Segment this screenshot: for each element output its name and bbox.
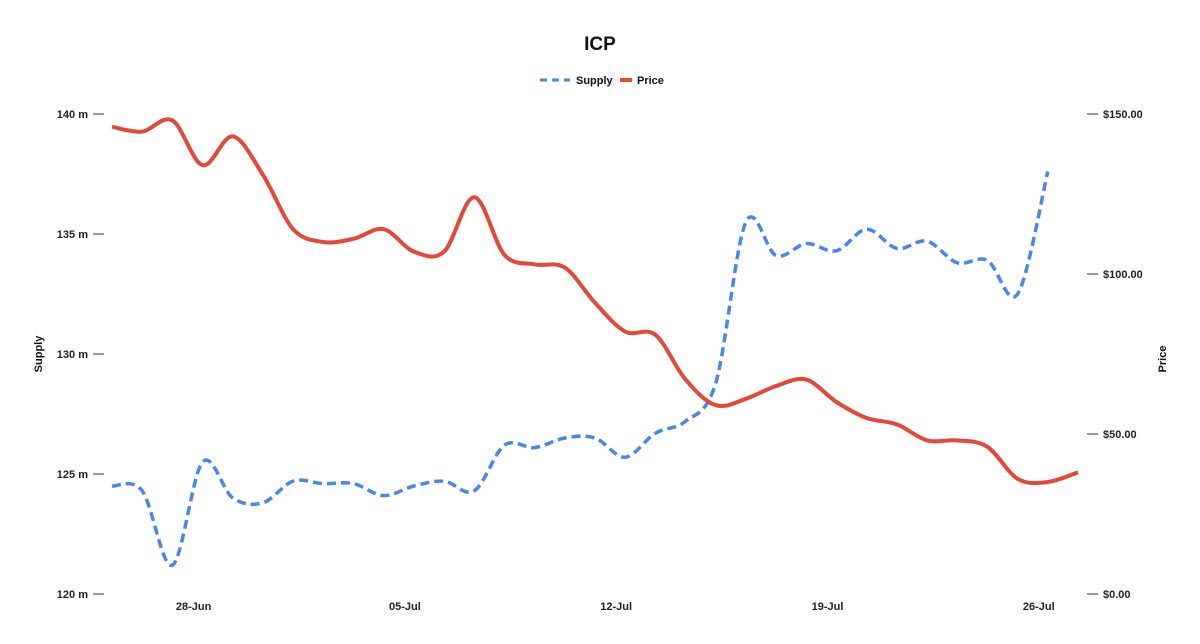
y-axis-left: 120 m 125 m 130 m 135 m 140 m — [57, 109, 104, 601]
x-tick-label: 05-Jul — [389, 601, 421, 613]
x-tick-label: 19-Jul — [812, 601, 844, 613]
y-left-tick-label: 140 m — [57, 109, 88, 121]
x-tick-label: 28-Jun — [176, 601, 212, 613]
y-left-tick-label: 120 m — [57, 589, 88, 601]
legend-label-supply: Supply — [576, 75, 614, 87]
y-right-tick-label: $0.00 — [1103, 589, 1131, 601]
series-line-supply — [111, 171, 1050, 567]
x-tick-label: 12-Jul — [600, 601, 632, 613]
legend-label-price: Price — [637, 75, 664, 87]
y-left-tick-label: 130 m — [57, 349, 88, 361]
y-right-tick-label: $150.00 — [1103, 109, 1143, 121]
y-axis-right: $0.00 $50.00 $100.00 $150.00 — [1087, 109, 1143, 601]
y-left-tick-label: 125 m — [57, 469, 88, 481]
series-layer — [111, 117, 1079, 567]
chart-legend: Supply Price — [540, 75, 664, 87]
y-left-tick-label: 135 m — [57, 229, 88, 241]
chart-title: ICP — [584, 34, 616, 55]
series-line-price — [111, 117, 1079, 486]
y-axis-right-label: Price — [1157, 346, 1169, 373]
x-axis: 28-Jun 05-Jul 12-Jul 19-Jul 26-Jul — [176, 601, 1055, 613]
y-right-tick-label: $50.00 — [1103, 429, 1137, 441]
y-axis-left-label: Supply — [33, 335, 45, 373]
x-tick-label: 26-Jul — [1023, 601, 1055, 613]
y-right-tick-label: $100.00 — [1103, 269, 1143, 281]
